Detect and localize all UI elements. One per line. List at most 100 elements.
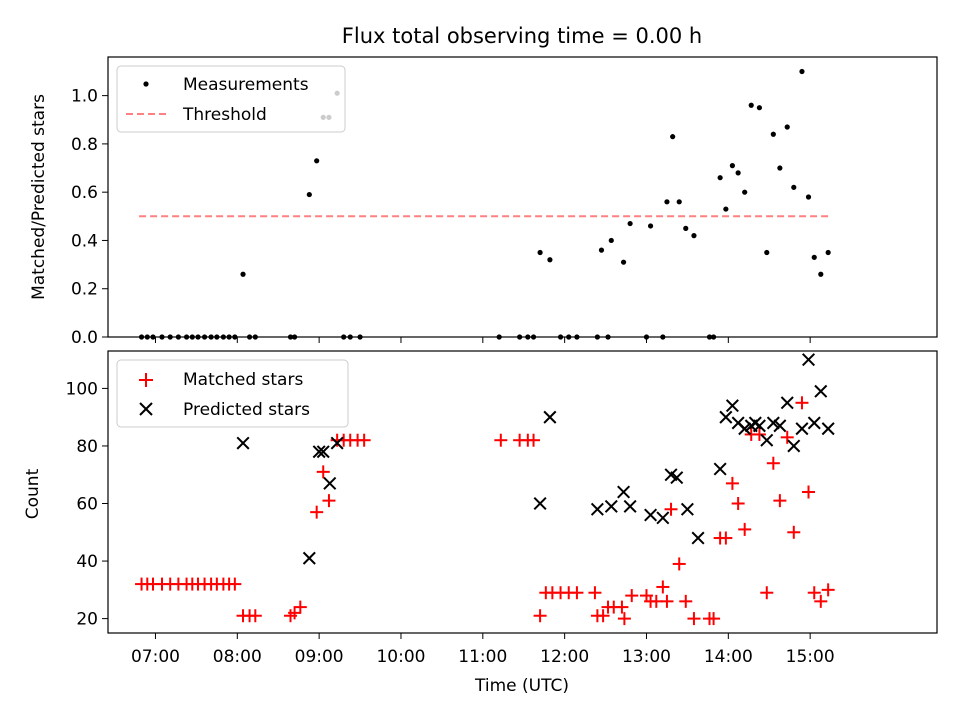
measurement-point	[175, 334, 181, 340]
matched-star-point	[625, 589, 639, 603]
legend-matched-label: Matched stars	[183, 370, 303, 390]
matched-star-point	[802, 485, 816, 499]
bottom-y-tick-label: 60	[76, 495, 98, 515]
bottom-y-tick-label: 100	[66, 379, 98, 399]
predicted-star-point	[725, 399, 739, 413]
matched-star-point	[707, 612, 721, 626]
x-tick-label: 11:00	[458, 647, 507, 667]
bottom-y-tick-label: 80	[76, 437, 98, 457]
top-y-tick-label: 0.4	[71, 231, 98, 251]
matched-star-point	[787, 525, 801, 539]
matched-star-point	[725, 476, 739, 490]
matched-star-point	[807, 586, 821, 600]
matched-star-point	[656, 580, 670, 594]
measurement-point	[770, 131, 776, 137]
top-y-tick-label: 0.8	[71, 135, 98, 155]
measurement-point	[608, 237, 614, 244]
measurement-point	[598, 247, 605, 253]
measurement-point	[252, 334, 258, 340]
measurement-point	[756, 105, 763, 111]
measurement-point	[574, 334, 580, 340]
matched-star-point	[660, 594, 674, 608]
predicted-star-point	[533, 497, 547, 511]
measurement-point	[530, 334, 537, 340]
matched-star-point	[760, 586, 774, 600]
x-tick-label: 14:00	[704, 647, 753, 667]
matched-star-point	[357, 433, 371, 447]
top-y-tick-label: 0.0	[71, 328, 98, 348]
legend-predicted-marker	[139, 402, 153, 416]
measurement-point	[791, 184, 797, 190]
legend-measurements-label: Measurements	[183, 75, 309, 95]
predicted-star-point	[795, 422, 809, 436]
matched-star-point	[527, 433, 541, 447]
predicted-star-point	[719, 410, 733, 424]
predicted-star-point	[236, 436, 250, 450]
measurement-point	[660, 334, 666, 340]
measurement-point	[167, 334, 173, 340]
measurement-point	[232, 334, 238, 340]
measurement-point	[620, 259, 627, 265]
measurement-point	[566, 334, 572, 340]
matched-star-point	[773, 494, 787, 508]
predicted-star-point	[787, 439, 801, 453]
legend-measurements-marker	[143, 81, 149, 87]
measurement-point	[547, 257, 553, 263]
measurement-point	[683, 225, 689, 231]
bottom-plot-frame	[107, 350, 938, 634]
measurement-point	[825, 249, 831, 256]
measurement-point	[341, 334, 347, 340]
bottom-legend-box	[116, 359, 349, 428]
predicted-star-point	[738, 422, 752, 436]
predicted-star-point	[752, 419, 766, 433]
top-y-tick-label: 0.6	[71, 183, 98, 203]
measurement-point	[777, 165, 783, 171]
predicted-star-point	[623, 499, 637, 513]
measurement-point	[647, 223, 654, 229]
measurement-point	[525, 334, 531, 340]
matched-star-point	[664, 502, 678, 516]
predicted-star-point	[604, 499, 618, 513]
bottom-y-tick-label: 40	[76, 552, 98, 572]
measurement-point	[811, 254, 817, 260]
bottom-y-axis-label: Count	[23, 468, 43, 519]
matched-star-point	[288, 606, 302, 620]
predicted-star-point	[780, 396, 794, 410]
predicted-star-point	[617, 485, 631, 499]
x-tick-label: 12:00	[540, 647, 589, 667]
legend-threshold-label: Threshold	[182, 105, 267, 125]
matched-star-point	[322, 494, 336, 508]
measurement-point	[691, 233, 697, 239]
measurement-point	[201, 334, 208, 340]
measurement-point	[246, 334, 253, 340]
measurement-point	[150, 334, 156, 340]
measurement-point	[226, 334, 232, 340]
matched-star-point	[719, 531, 733, 545]
measurement-point	[159, 334, 165, 340]
matched-star-point	[617, 612, 631, 626]
measurement-point	[240, 271, 246, 277]
measurement-point	[818, 271, 824, 277]
x-tick-label: 15:00	[786, 647, 835, 667]
measurement-point	[287, 334, 294, 340]
matched-star-point	[316, 465, 330, 479]
predicted-star-point	[656, 511, 670, 525]
bottom-legend: Matched stars Predicted stars	[116, 359, 349, 428]
measurement-point	[347, 334, 353, 340]
matched-star-point	[672, 557, 686, 571]
measurement-point	[784, 124, 790, 130]
matched-star-point	[310, 505, 324, 519]
top-legend: Measurements Threshold	[116, 65, 346, 133]
predicted-star-point	[713, 462, 727, 476]
measurement-point	[627, 220, 633, 227]
x-tick-label: 09:00	[295, 647, 344, 667]
predicted-star-point	[316, 445, 330, 459]
predicted-star-point	[802, 353, 816, 367]
x-tick-label: 13:00	[622, 647, 671, 667]
predicted-star-point	[302, 551, 316, 565]
measurement-point	[764, 249, 770, 256]
matched-star-point	[588, 586, 602, 600]
bottom-panel: 07:00 08:00 09:00 10:00 11:00 12:00 13:00 14:00…	[23, 350, 938, 696]
measurement-point	[742, 189, 748, 195]
